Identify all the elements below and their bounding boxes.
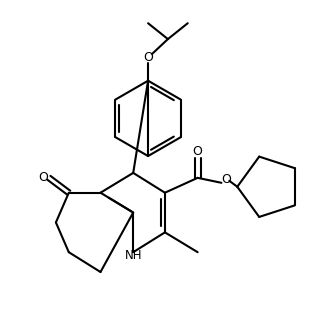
- Text: O: O: [38, 171, 48, 185]
- Text: O: O: [221, 173, 231, 186]
- Text: O: O: [193, 145, 203, 157]
- Text: O: O: [143, 52, 153, 64]
- Text: NH: NH: [124, 249, 142, 262]
